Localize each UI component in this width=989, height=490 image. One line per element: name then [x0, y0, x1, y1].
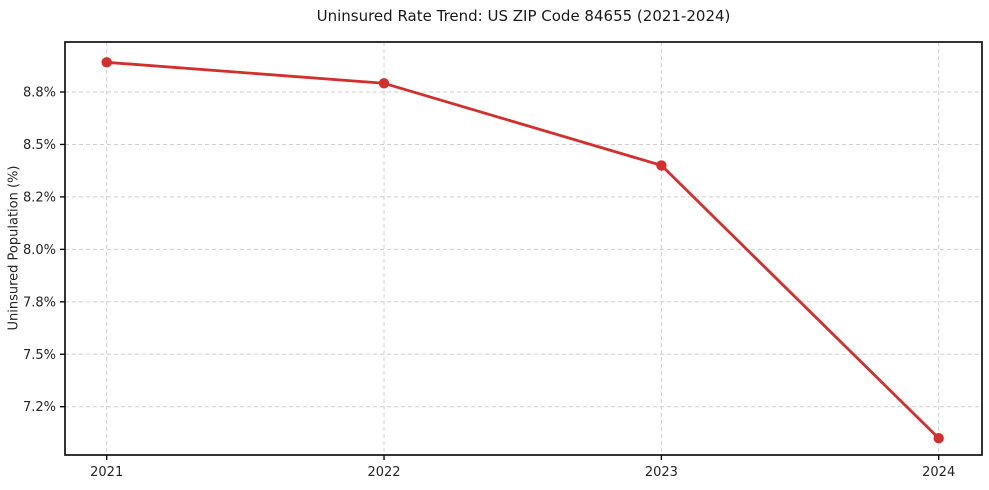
- data-point: [378, 78, 390, 89]
- data-point: [656, 160, 667, 171]
- y-tick-label: 8.0%: [23, 243, 56, 258]
- y-tick-label: 7.2%: [23, 400, 56, 415]
- y-tick-label: 8.5%: [23, 138, 56, 153]
- x-tick-label: 2021: [90, 465, 123, 480]
- chart-title: Uninsured Rate Trend: US ZIP Code 84655 …: [316, 7, 731, 25]
- y-tick-label: 8.2%: [23, 190, 56, 205]
- data-point: [933, 433, 944, 444]
- y-axis-label: Uninsured Population (%): [6, 165, 22, 331]
- data-point: [101, 57, 112, 68]
- plot-border: [64, 41, 983, 456]
- y-tick-label: 7.8%: [23, 295, 56, 310]
- x-tick-label: 2023: [645, 465, 678, 480]
- trend-line: [105, 60, 941, 440]
- y-tick-label: 8.8%: [23, 86, 56, 101]
- y-tick-label: 7.5%: [23, 348, 56, 363]
- x-tick-label: 2024: [922, 465, 955, 480]
- x-tick-label: 2022: [367, 465, 400, 480]
